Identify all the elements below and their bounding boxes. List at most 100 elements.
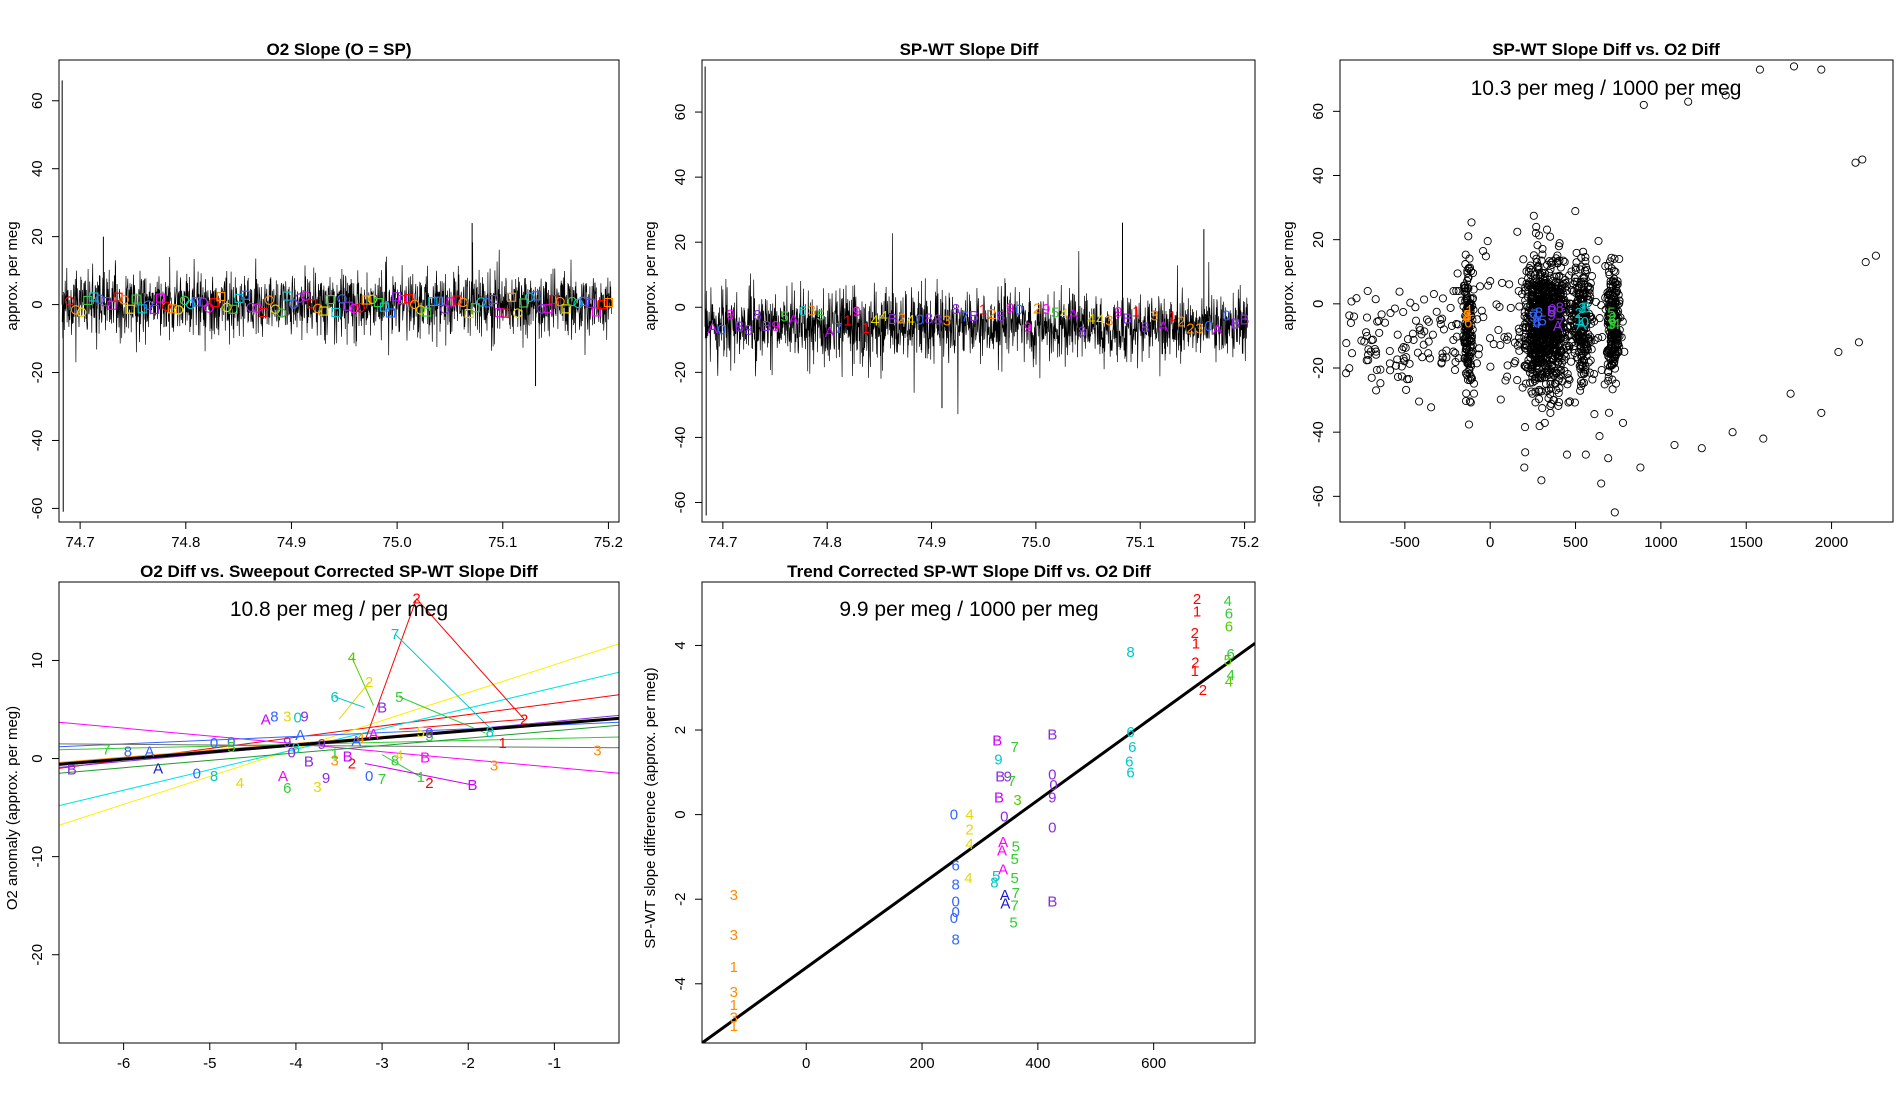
p3-cluster-point (1534, 261, 1543, 270)
p3-scatter-point (1452, 286, 1461, 296)
p3-scatter-point (1453, 320, 1462, 329)
p2-y-tick-label: 60 (672, 104, 689, 121)
p2-point-label: 8 (934, 311, 942, 328)
p4-point-label: 4 (348, 650, 356, 667)
p3-scatter-point (1402, 353, 1411, 362)
p1-marker-circle (185, 299, 196, 310)
p3-scatter-point (1372, 365, 1381, 375)
p3-cluster-point (1611, 322, 1620, 332)
p2-point-label: A (1213, 321, 1223, 338)
p1-marker-square (210, 297, 220, 308)
p3-cluster-point (1607, 340, 1616, 349)
p3-cluster-point (1525, 335, 1534, 344)
p2-point-label: 5 (816, 308, 824, 325)
p3-cluster-point (1529, 342, 1538, 351)
p1-plot-frame (58, 59, 620, 523)
p1-marker-circle (512, 308, 523, 318)
p3-cluster-point (1604, 373, 1613, 382)
p2-point-label: B (1231, 315, 1241, 332)
p3-scatter-point (1352, 294, 1361, 303)
p3-cluster-point (1570, 341, 1579, 350)
p5-point-label: 3 (1013, 792, 1021, 809)
p2-y-tick-label: -40 (672, 427, 689, 449)
p3-cluster-point (1578, 332, 1587, 341)
p3-cluster-point (1549, 294, 1558, 303)
p1-marker-circle (204, 303, 214, 313)
p3-scatter-point (1375, 328, 1384, 337)
p3-cluster-point (1463, 327, 1472, 336)
p1-marker-circle (246, 302, 257, 313)
p3-cluster-point (1468, 294, 1478, 303)
p3-scatter-point (1418, 353, 1427, 362)
p3-scatter-point (1475, 282, 1485, 291)
p3-scatter-point (1510, 359, 1519, 368)
p3-scatter-point (1496, 340, 1505, 350)
p3-cluster-point (1530, 376, 1539, 385)
p3-scatter-point (1405, 359, 1414, 368)
p3-scatter-point (1520, 423, 1530, 432)
p1-marker-circle (573, 298, 583, 309)
p1-marker-circle (367, 294, 378, 305)
p3-scatter-point (1385, 346, 1394, 356)
p5-point-label: 1 (1192, 635, 1200, 652)
p5-point-label: 5 (1011, 851, 1019, 868)
p5-fit-line (702, 642, 1255, 1043)
p3-scatter-point (1393, 330, 1402, 339)
p3-scatter-point (1604, 408, 1614, 417)
p3-x-tick-label: 500 (1563, 534, 1588, 551)
p2-y-tick-label: -60 (672, 492, 689, 514)
p3-cluster-point (1541, 299, 1550, 308)
p3-outlier-point (1786, 389, 1795, 398)
p5-point-label: 6 (1128, 739, 1136, 756)
p3-scatter-point (1587, 272, 1597, 281)
p4-connector-line (351, 657, 374, 706)
p3-scatter-point (1402, 385, 1411, 394)
p3-cluster-point (1543, 343, 1552, 353)
p3-scatter-point (1408, 329, 1417, 338)
p3-cluster-label: B (1547, 303, 1557, 320)
p5-y-tick-label: 2 (672, 726, 689, 734)
p3-cluster-label: 1 (1575, 312, 1583, 329)
p1-ylabel: approx. per meg (4, 221, 21, 330)
p3-scatter-point (1419, 340, 1428, 349)
p4-point-label: 2 (425, 775, 433, 792)
p2-y-tick-label: 20 (672, 234, 689, 251)
p3-cluster-point (1572, 248, 1581, 257)
p3-cluster-point (1547, 322, 1556, 331)
p5-x-tick-label: 0 (802, 1055, 810, 1072)
p5-x-tick-label: 200 (910, 1055, 935, 1072)
p3-y-tick-label: 40 (1310, 167, 1327, 184)
p3-scatter-point (1397, 345, 1407, 354)
p4-fit-line (59, 716, 619, 766)
p3-cluster-point (1610, 331, 1619, 340)
p3-scatter-point (1532, 222, 1541, 231)
p3-cluster-point (1612, 335, 1621, 344)
p3-scatter-point (1590, 410, 1599, 419)
p3-cluster-point (1607, 297, 1616, 306)
p3-outlier-point (1721, 91, 1730, 100)
p3-cluster-point (1571, 265, 1580, 275)
p4-point-label: 4 (356, 730, 364, 747)
p1-marker-square (343, 301, 353, 311)
panel-o2-slope: O2 Slope (O = SP) approx. per meg 74.7 74… (4, 40, 623, 551)
p3-cluster-point (1463, 268, 1472, 278)
p4-point-label: A (261, 711, 271, 728)
p3-outlier-point (1639, 100, 1648, 109)
p3-scatter-point (1403, 335, 1413, 344)
p1-y-tick-label: 40 (29, 160, 46, 177)
p3-cluster-point (1554, 312, 1563, 321)
p3-scatter-point (1486, 277, 1495, 286)
p4-point-label: 3 (331, 753, 339, 770)
p1-marker-square (325, 295, 335, 305)
p3-cluster-point (1575, 288, 1585, 297)
p3-scatter-point (1489, 340, 1498, 349)
p3-cluster-point (1580, 312, 1589, 321)
p3-cluster-point (1575, 318, 1584, 327)
p3-cluster-point (1457, 296, 1466, 305)
p5-point-label: 2 (1191, 625, 1199, 642)
p3-cluster-point (1555, 374, 1564, 383)
p3-cluster-point (1464, 351, 1473, 360)
p3-cluster-point (1557, 358, 1566, 367)
p4-point-label: 5 (417, 724, 425, 741)
p4-point-label: 0 (193, 765, 201, 782)
